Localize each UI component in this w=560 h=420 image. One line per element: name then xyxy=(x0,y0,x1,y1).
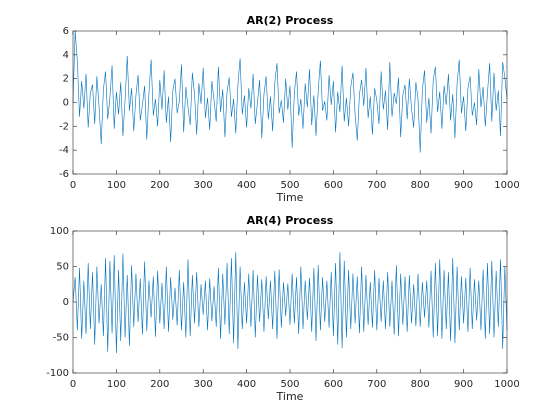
x-tick-label: 100 xyxy=(107,379,126,390)
x-tick-label: 800 xyxy=(411,379,430,390)
chart-title: AR(2) Process xyxy=(247,14,334,27)
y-tick-label: 4 xyxy=(63,50,69,61)
y-tick-label: 0 xyxy=(63,297,69,308)
x-tick-label: 900 xyxy=(454,180,473,191)
x-axis-label: Time xyxy=(276,390,304,403)
x-tick-label: 200 xyxy=(150,180,169,191)
y-tick-label: -6 xyxy=(59,169,69,180)
x-axis-label: Time xyxy=(276,191,304,204)
x-tick-label: 100 xyxy=(107,180,126,191)
y-tick-label: -4 xyxy=(59,145,69,156)
x-tick-label: 1000 xyxy=(494,379,519,390)
y-tick-label: 50 xyxy=(56,262,69,273)
x-tick-label: 600 xyxy=(324,379,343,390)
x-tick-label: 900 xyxy=(454,379,473,390)
x-tick-label: 300 xyxy=(194,180,213,191)
data-line xyxy=(72,30,508,153)
x-tick-label: 0 xyxy=(70,379,76,390)
x-tick-label: 1000 xyxy=(494,180,519,191)
x-tick-label: 700 xyxy=(367,379,386,390)
y-tick-label: -100 xyxy=(46,368,69,379)
x-tick-label: 400 xyxy=(237,180,256,191)
x-tick-label: 800 xyxy=(411,180,430,191)
y-tick-label: 0 xyxy=(63,98,69,109)
y-tick-label: 100 xyxy=(50,226,69,237)
x-tick-label: 0 xyxy=(70,180,76,191)
y-tick-label: 6 xyxy=(63,26,69,37)
x-tick-label: 200 xyxy=(150,379,169,390)
data-line xyxy=(72,252,508,354)
y-tick-label: -2 xyxy=(59,121,69,132)
x-tick-label: 500 xyxy=(280,379,299,390)
x-tick-label: 600 xyxy=(324,180,343,191)
y-tick-label: 2 xyxy=(63,74,69,85)
x-tick-label: 400 xyxy=(237,379,256,390)
x-tick-label: 500 xyxy=(280,180,299,191)
x-tick-label: 300 xyxy=(194,379,213,390)
axes-background xyxy=(73,231,507,373)
y-tick-label: -50 xyxy=(53,333,69,344)
chart-title: AR(4) Process xyxy=(247,214,334,227)
x-tick-label: 700 xyxy=(367,180,386,191)
axes-background xyxy=(73,31,507,174)
